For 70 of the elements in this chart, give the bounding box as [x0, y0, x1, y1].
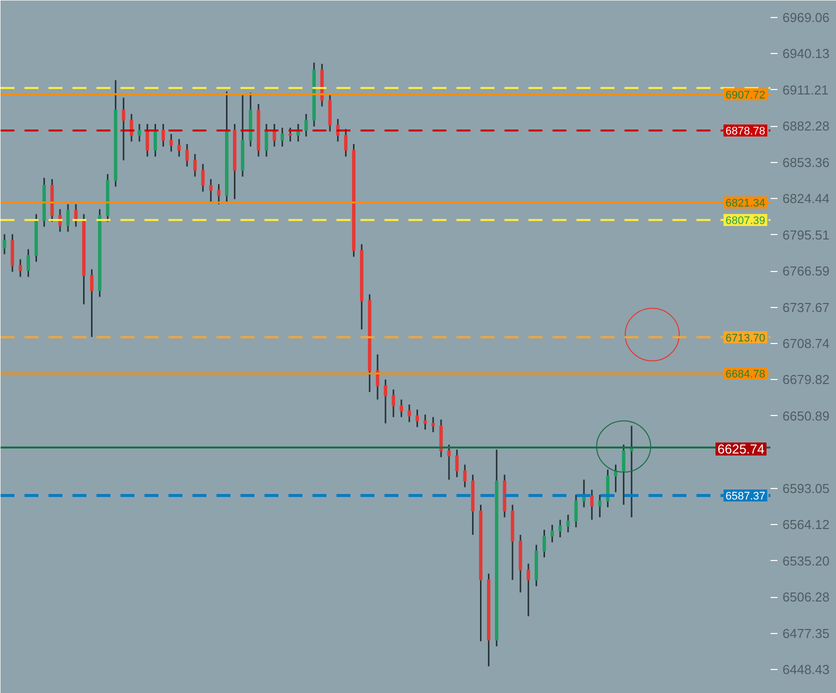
candlestick: [574, 494, 578, 528]
candlestick: [66, 203, 70, 232]
y-tick-label: 6911.21: [782, 82, 829, 98]
candlestick: [138, 123, 142, 142]
candlestick: [288, 127, 292, 142]
ref-line-label: 6878.78: [726, 126, 766, 138]
candlestick: [558, 519, 562, 538]
ref-line-label: 6807.39: [726, 214, 766, 227]
candlestick: [400, 398, 404, 418]
y-tick-label: 6969.06: [782, 10, 830, 25]
candlestick: [376, 354, 380, 400]
candlestick: [90, 268, 94, 338]
candlestick: [193, 153, 197, 178]
candlestick: [26, 248, 30, 278]
candlestick: [2, 233, 6, 256]
ref-line-label: 6821.34: [726, 197, 766, 210]
y-tick-label: 6824.44: [782, 191, 830, 206]
y-tick-label: 6477.35: [782, 626, 830, 641]
y-tick-label: 6506.28: [782, 590, 830, 605]
y-tick-label: 6795.51: [782, 227, 830, 242]
ref-line-label: 6587.37: [726, 490, 766, 503]
candlestick: [201, 163, 205, 192]
y-tick-label: 6766.59: [782, 264, 830, 279]
candlestick: [264, 123, 268, 158]
candlestick: [566, 514, 570, 534]
y-tick-label: 6535.20: [782, 553, 830, 568]
candlestick: [169, 133, 173, 152]
y-tick-label: 6448.43: [782, 662, 830, 678]
y-tick-label: 6940.13: [782, 46, 830, 62]
candlestick: [177, 138, 181, 158]
ref-line-label: 6625.74: [718, 441, 765, 456]
ref-line-label: 6907.72: [726, 89, 766, 102]
candlestick: [455, 448, 459, 478]
candlestick: [122, 96, 126, 162]
candlestick: [463, 464, 467, 488]
candlestick: [162, 123, 165, 148]
y-tick-label: 6593.05: [782, 480, 830, 496]
y-tick-label: 6650.89: [782, 408, 830, 424]
candlestick: [431, 416, 435, 433]
y-tick-label: 6882.28: [782, 118, 830, 134]
y-tick-label: 6679.82: [782, 372, 830, 388]
candlestick: [154, 123, 157, 158]
candlestick: [18, 258, 22, 278]
candlestick: [272, 123, 276, 148]
candlestick: [447, 444, 451, 480]
candlestick: [622, 444, 626, 506]
candlestick: [526, 562, 530, 617]
candlestick: [424, 414, 427, 430]
y-tick-label: 6737.67: [782, 300, 830, 315]
candlestick: [146, 123, 150, 158]
candlestick: [185, 143, 189, 168]
candlestick: [384, 378, 388, 424]
candlestick: [304, 113, 308, 138]
candlestick: [336, 118, 340, 142]
candlestick: [416, 408, 419, 428]
y-tick-label: 6853.36: [782, 154, 830, 170]
candlestick: [598, 494, 602, 518]
candlestick: [408, 404, 412, 423]
candlestick: [392, 388, 396, 418]
candlestick: [209, 178, 213, 202]
candlestick: [344, 128, 348, 158]
ref-line-label: 6713.70: [726, 332, 766, 344]
candlestick: [280, 127, 284, 148]
candlestick: [590, 488, 594, 521]
ref-line-label: 6684.78: [726, 368, 766, 381]
y-tick-label: 6708.74: [782, 336, 830, 352]
y-tick-label: 6564.12: [782, 517, 830, 532]
candlestick: [550, 524, 554, 544]
candlestick: [217, 183, 220, 205]
candlestick: [542, 529, 546, 558]
